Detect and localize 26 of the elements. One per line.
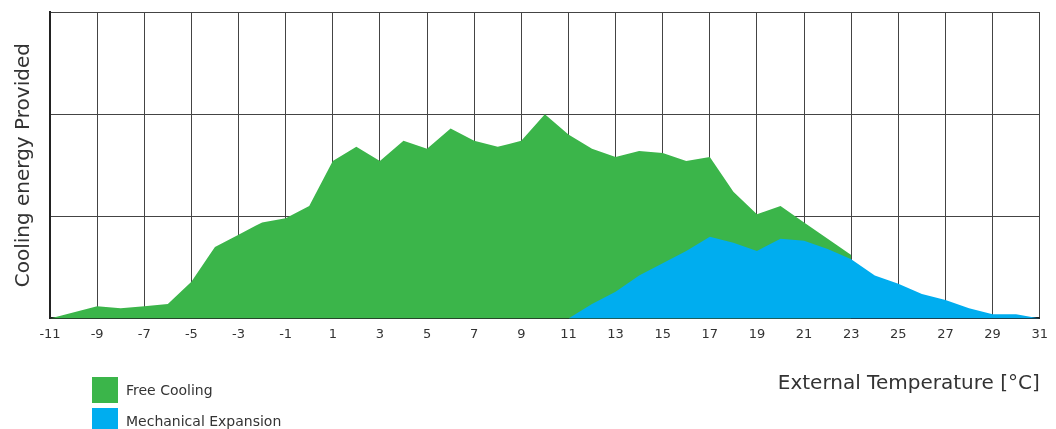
x-tick-label: 7 — [470, 325, 479, 341]
y-axis-title: Cooling energy Provided — [10, 43, 35, 288]
x-tick-label: 11 — [560, 325, 577, 341]
x-tick-label: 25 — [890, 325, 907, 341]
x-tick-label: 5 — [422, 325, 432, 341]
x-axis-title: External Temperature [°C] — [777, 370, 1040, 395]
x-tick-label: -9 — [90, 325, 104, 341]
x-tick-label: 15 — [654, 325, 671, 341]
x-tick-label: 9 — [517, 325, 526, 341]
x-tick-label: -11 — [39, 325, 61, 341]
x-tick-label: 23 — [842, 325, 860, 341]
legend-label: Free Cooling — [126, 381, 213, 398]
x-tick-label: -7 — [137, 325, 151, 341]
x-tick-label: 31 — [1031, 325, 1048, 341]
x-tick-label: 13 — [607, 325, 624, 341]
x-tick-label: 1 — [328, 325, 337, 341]
x-tick-label: 17 — [701, 325, 719, 341]
x-tick-label: 19 — [748, 325, 766, 341]
legend-label: Mechanical Expansion — [126, 412, 282, 429]
x-tick-label: -5 — [184, 325, 198, 341]
x-tick-label: -1 — [279, 325, 293, 341]
x-tick-label: 27 — [937, 325, 954, 341]
x-tick-label: 21 — [795, 325, 813, 341]
x-tick-label: 3 — [375, 325, 385, 341]
x-tick-label: -3 — [232, 325, 245, 341]
x-tick-label: 29 — [984, 325, 1001, 341]
